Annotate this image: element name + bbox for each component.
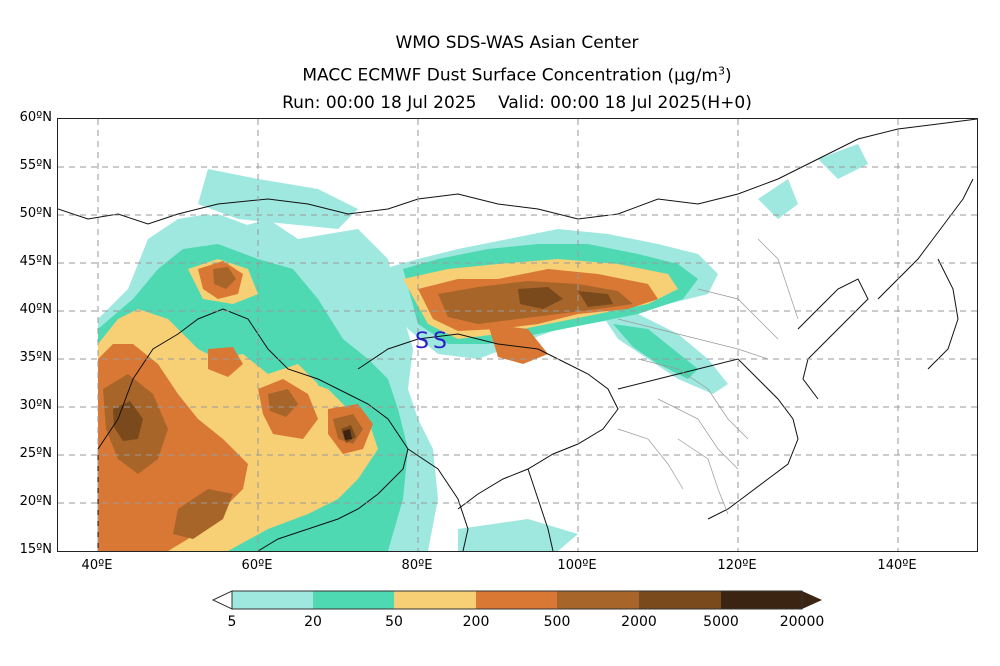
colorbar-outline — [231, 590, 803, 610]
colorbar-label-2000: 2000 — [621, 614, 657, 630]
colorbar-label-50: 50 — [385, 614, 403, 630]
title-main-text: MACC ECMWF Dust Surface Concentration — [302, 65, 663, 86]
lat-label-50n: 50ºN — [19, 206, 52, 221]
lon-label-100e: 100ºE — [557, 558, 597, 573]
dust-field-level-7 — [343, 429, 352, 440]
colorbar-seg-7 — [721, 591, 802, 609]
colorbar-max-arrow — [802, 591, 822, 609]
province-borders — [617, 238, 799, 515]
lon-label-140e: 140ºE — [877, 558, 917, 573]
station-marker-2: S — [433, 329, 447, 354]
graticule — [58, 119, 977, 551]
lon-label-60e: 60ºE — [241, 558, 273, 573]
colorbar-min-arrow — [211, 590, 233, 610]
lon-label-80e: 80ºE — [401, 558, 433, 573]
colorbar-label-20000: 20000 — [779, 614, 825, 630]
lat-label-60n: 60ºN — [19, 110, 52, 125]
lat-label-30n: 30ºN — [19, 398, 52, 413]
colorbar-seg-4 — [476, 591, 557, 609]
unit-base: (μg/m — [667, 65, 718, 86]
title-line-2: MACC ECMWF Dust Surface Concentration (μ… — [0, 57, 1000, 90]
lat-label-25n: 25ºN — [19, 446, 52, 461]
station-marker-1: S — [415, 329, 429, 354]
lat-label-15n: 15ºN — [19, 542, 52, 557]
colorbar-label-200: 200 — [462, 614, 490, 630]
lat-label-40n: 40ºN — [19, 302, 52, 317]
colorbar-label-5000: 5000 — [703, 614, 739, 630]
lon-label-120e: 120ºE — [717, 558, 757, 573]
map-canvas: S S — [58, 119, 977, 551]
title-unit: (μg/m3) — [667, 64, 732, 86]
title-block: WMO SDS-WAS Asian Center MACC ECMWF Dust… — [0, 30, 1000, 117]
dust-concentration-map: S S — [57, 118, 978, 552]
unit-exponent: 3 — [717, 64, 725, 77]
colorbar-seg-5 — [557, 591, 639, 609]
lat-label-20n: 20ºN — [19, 494, 52, 509]
colorbar-seg-2 — [313, 591, 394, 609]
unit-close: ) — [724, 65, 732, 86]
lat-label-55n: 55ºN — [19, 158, 52, 173]
colorbar-label-20: 20 — [304, 614, 322, 630]
colorbar-seg-3 — [394, 591, 476, 609]
title-line-1: WMO SDS-WAS Asian Center — [395, 33, 639, 53]
colorbar-seg-1 — [232, 591, 313, 609]
colorbar-label-500: 500 — [543, 614, 571, 630]
colorbar-seg-6 — [639, 591, 721, 609]
colorbar-label-5: 5 — [227, 614, 237, 630]
lon-label-40e: 40ºE — [81, 558, 113, 573]
title-line-3: Run: 00:00 18 Jul 2025 Valid: 00:00 18 J… — [282, 92, 752, 113]
lat-label-35n: 35ºN — [19, 350, 52, 365]
lat-label-45n: 45ºN — [19, 254, 52, 269]
